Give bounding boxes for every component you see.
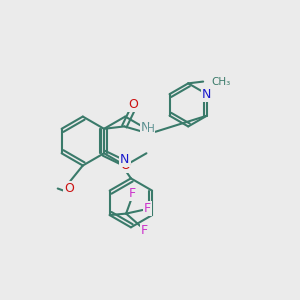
Text: F: F — [129, 188, 136, 200]
Text: F: F — [140, 224, 148, 237]
Text: F: F — [144, 202, 151, 215]
Text: O: O — [64, 182, 74, 195]
Text: CH₃: CH₃ — [212, 76, 231, 87]
Text: N: N — [140, 121, 150, 134]
Text: O: O — [120, 159, 130, 172]
Text: H: H — [147, 124, 155, 134]
Text: N: N — [202, 88, 212, 100]
Text: O: O — [128, 98, 138, 111]
Text: N: N — [120, 153, 130, 167]
